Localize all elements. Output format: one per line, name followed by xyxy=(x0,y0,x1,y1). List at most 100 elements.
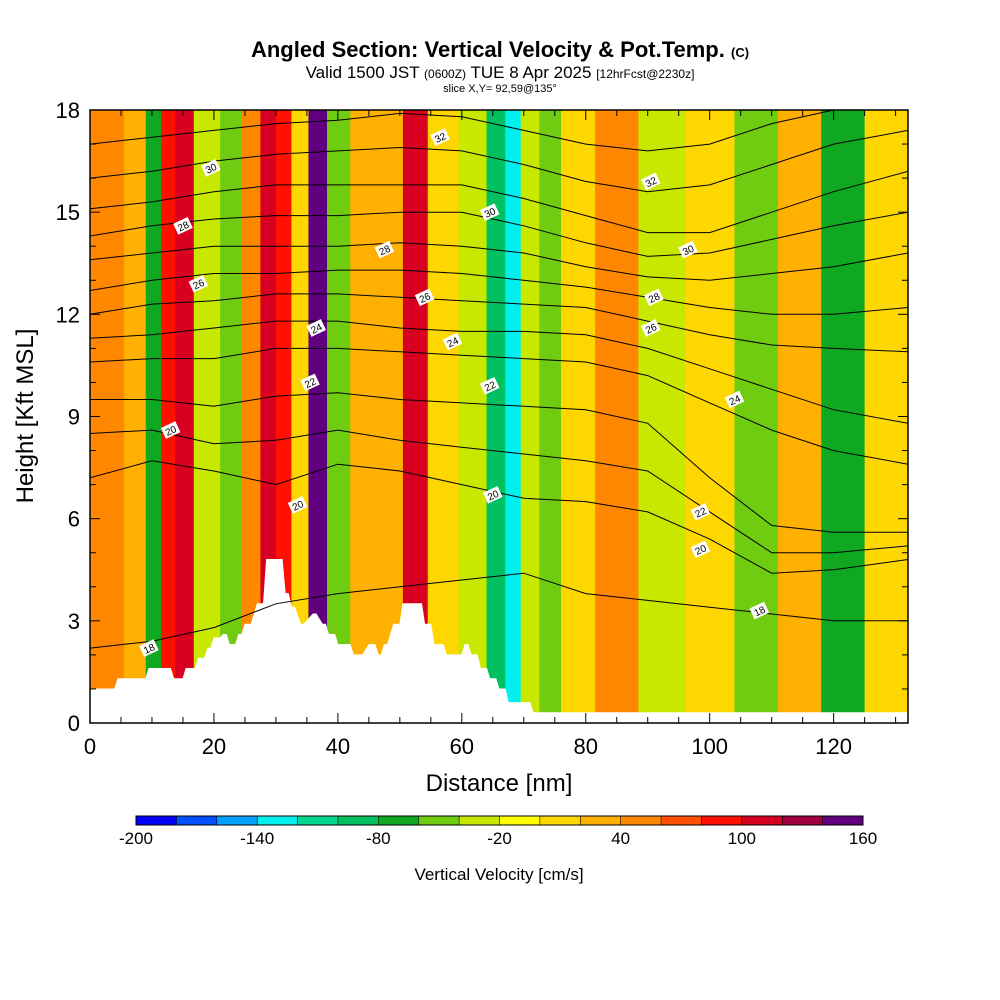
y-tick-label: 18 xyxy=(56,98,80,123)
theta-contour xyxy=(90,269,908,315)
colorbar-swatch xyxy=(257,816,298,825)
terrain xyxy=(90,559,908,723)
theta-contour xyxy=(90,320,908,424)
velocity-column xyxy=(291,110,310,723)
theta-contour xyxy=(90,211,908,257)
colorbar-swatch xyxy=(378,816,420,825)
velocity-column xyxy=(638,110,686,723)
velocity-column xyxy=(458,110,488,723)
contour-label: 20 xyxy=(287,496,308,514)
y-axis-title: Height [Kft MSL] xyxy=(12,329,39,504)
colorbar-swatch xyxy=(216,816,258,825)
colorbar-tick-label: -80 xyxy=(366,829,391,848)
theta-contour xyxy=(90,293,908,353)
contour-labels: 18 18 20 20 20 20 22 22 22 24 24 24 26 26 26 28 28 28 30 30… xyxy=(139,128,770,657)
svg-text:22: 22 xyxy=(303,376,318,391)
theta-contour xyxy=(90,242,908,281)
colorbar-swatch xyxy=(741,816,783,825)
theta-contour xyxy=(90,170,908,234)
colorbar-swatch xyxy=(661,816,702,825)
velocity-column xyxy=(241,110,262,723)
velocity-column xyxy=(145,110,162,723)
x-tick-label: 100 xyxy=(691,734,728,759)
x-tick-label: 80 xyxy=(574,734,598,759)
slice-info: slice X,Y= 92,59@135° xyxy=(443,83,557,95)
velocity-column xyxy=(350,110,379,723)
colorbar-swatch xyxy=(176,816,218,825)
contour-label: 32 xyxy=(430,128,450,147)
svg-text:20: 20 xyxy=(164,424,179,439)
contour-label: 28 xyxy=(173,216,193,235)
colorbar-tick-label: 100 xyxy=(728,829,756,848)
contour-label: 26 xyxy=(414,288,435,307)
velocity-column xyxy=(427,110,460,723)
axes: 0 20 40 60 80 100 120 0 3 6 9 12 15 18 xyxy=(56,98,908,759)
svg-text:28: 28 xyxy=(647,291,662,306)
velocity-column xyxy=(520,110,540,723)
vertical-velocity-field xyxy=(90,110,908,723)
velocity-column xyxy=(161,110,176,723)
theta-contour xyxy=(90,129,908,193)
valid-time: Valid 1500 JST xyxy=(305,63,420,82)
velocity-column xyxy=(777,110,822,723)
chart-title-text: Angled Section: Vertical Velocity & Pot.… xyxy=(250,37,725,62)
contour-label: 26 xyxy=(641,319,661,337)
contour-label: 20 xyxy=(483,485,503,504)
chart-title-tag: (C) xyxy=(731,45,750,60)
contour-label: 18 xyxy=(139,639,159,657)
colorbar-tick-label: -140 xyxy=(240,829,274,848)
svg-text:26: 26 xyxy=(644,322,659,337)
y-tick-label: 12 xyxy=(56,302,80,327)
theta-contour xyxy=(90,392,908,533)
contour-label: 22 xyxy=(479,376,500,395)
colorbar-tick-label: 40 xyxy=(611,829,630,848)
contour-label: 24 xyxy=(306,319,326,337)
velocity-column xyxy=(193,110,221,723)
x-tick-label: 120 xyxy=(815,734,852,759)
contour-label: 28 xyxy=(644,288,664,307)
velocity-column xyxy=(308,110,328,723)
colorbar-swatch xyxy=(459,816,500,825)
svg-text:24: 24 xyxy=(728,393,743,408)
svg-text:18: 18 xyxy=(142,642,157,657)
colorbar-swatch xyxy=(580,816,622,825)
contour-label: 30 xyxy=(201,159,221,177)
colorbar-swatch xyxy=(701,816,743,825)
contour-label: 26 xyxy=(188,274,209,293)
theta-contour xyxy=(90,429,908,554)
colorbar-swatch xyxy=(337,816,379,825)
colorbar-swatch xyxy=(297,816,339,825)
contour-label: 24 xyxy=(724,390,745,409)
svg-text:24: 24 xyxy=(446,335,461,350)
chart-title: Angled Section: Vertical Velocity & Pot.… xyxy=(0,38,1000,65)
svg-text:24: 24 xyxy=(309,322,324,337)
valid-utc: (0600Z) xyxy=(424,67,467,81)
velocity-column xyxy=(821,110,866,723)
colorbar-swatch xyxy=(136,816,177,825)
valid-time-line: Valid 1500 JST (0600Z) TUE 8 Apr 2025 [1… xyxy=(0,63,1000,82)
colorbar-swatch xyxy=(418,816,460,825)
velocity-column xyxy=(560,110,596,723)
contour-label: 22 xyxy=(300,373,320,392)
y-tick-label: 15 xyxy=(56,200,80,225)
velocity-column xyxy=(175,110,195,723)
y-tick-label: 0 xyxy=(68,711,80,736)
colorbar-swatch xyxy=(782,816,824,825)
theta-contour xyxy=(90,347,908,465)
contour-label: 20 xyxy=(160,421,181,439)
svg-text:32: 32 xyxy=(644,175,659,190)
velocity-column xyxy=(220,110,243,723)
potential-temperature-contours xyxy=(90,110,908,649)
colorbar-swatch xyxy=(822,816,864,825)
contour-label: 30 xyxy=(678,240,698,259)
svg-text:20: 20 xyxy=(291,499,306,514)
svg-text:30: 30 xyxy=(681,243,696,258)
contour-label: 18 xyxy=(749,601,770,620)
x-tick-label: 20 xyxy=(202,734,226,759)
colorbar-swatch xyxy=(539,816,581,825)
velocity-column xyxy=(684,110,736,723)
terrain-layer xyxy=(90,559,908,723)
svg-text:22: 22 xyxy=(483,380,498,395)
velocity-column xyxy=(124,110,147,723)
contour-label: 20 xyxy=(690,540,711,559)
